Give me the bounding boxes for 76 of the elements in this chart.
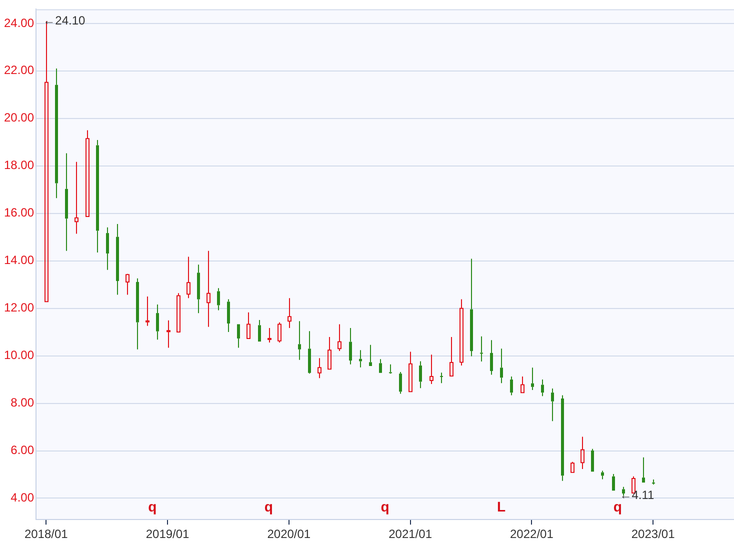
candlestick bbox=[197, 264, 200, 314]
y-tick-label: 22.00 bbox=[4, 63, 34, 78]
candlestick bbox=[258, 319, 261, 342]
candlestick bbox=[601, 470, 604, 480]
candlestick bbox=[349, 328, 352, 365]
candlestick bbox=[298, 320, 301, 360]
candlestick bbox=[520, 376, 524, 394]
candlestick bbox=[612, 474, 615, 491]
candlestick bbox=[136, 278, 139, 350]
y-tick-label: 14.00 bbox=[4, 253, 34, 268]
candlestick bbox=[490, 340, 493, 376]
annotation: q bbox=[613, 498, 622, 514]
candlestick bbox=[419, 360, 422, 389]
x-tick-label: 2023/01 bbox=[631, 527, 676, 542]
candlestick bbox=[96, 140, 99, 254]
candlestick bbox=[288, 298, 292, 329]
candlestick bbox=[227, 298, 230, 333]
candlestick bbox=[318, 358, 322, 379]
candlestick bbox=[166, 320, 170, 348]
candlestick bbox=[440, 372, 443, 384]
candlestick bbox=[642, 456, 645, 483]
x-tick-label: 2018/01 bbox=[24, 527, 68, 542]
x-tick-label: 2019/01 bbox=[146, 527, 190, 542]
annotation: L bbox=[497, 498, 506, 514]
candlestick bbox=[156, 304, 159, 340]
candlestick bbox=[359, 350, 362, 368]
candlestick bbox=[74, 161, 78, 234]
candlestick bbox=[430, 354, 434, 385]
candlestick bbox=[206, 250, 210, 328]
candlestick bbox=[408, 351, 412, 392]
candlestick bbox=[389, 364, 392, 374]
y-tick-label: 12.00 bbox=[4, 300, 34, 315]
candlestick bbox=[237, 324, 240, 348]
candlestick bbox=[551, 388, 554, 422]
candlestick bbox=[399, 371, 402, 394]
candlestick bbox=[146, 296, 150, 326]
candlestick bbox=[541, 379, 544, 397]
candlestick bbox=[116, 224, 119, 296]
candlestick bbox=[55, 68, 58, 199]
candlestick bbox=[480, 336, 483, 362]
y-tick-label: 16.00 bbox=[4, 206, 34, 220]
candlestick bbox=[470, 258, 473, 357]
x-tick-label: 2021/01 bbox=[388, 527, 432, 542]
candlestick bbox=[86, 130, 90, 217]
candlestick bbox=[268, 328, 272, 344]
x-tick-label: 2022/01 bbox=[510, 527, 554, 542]
y-tick-label: 24.00 bbox=[4, 16, 34, 30]
candlestick bbox=[369, 344, 372, 366]
annotation: q bbox=[148, 498, 157, 514]
y-tick-label: 18.00 bbox=[4, 158, 34, 172]
candlestick bbox=[328, 336, 332, 370]
candlestick bbox=[561, 394, 564, 482]
candlestick bbox=[500, 348, 503, 384]
y-tick-label: 20.00 bbox=[4, 110, 34, 125]
candlestick bbox=[450, 336, 454, 376]
candlestick bbox=[379, 358, 382, 373]
candlestick bbox=[106, 226, 109, 270]
y-tick-label: 10.00 bbox=[4, 348, 34, 362]
candlestick bbox=[186, 256, 190, 299]
candlestick bbox=[580, 436, 584, 470]
y-tick-label: 8.00 bbox=[10, 396, 34, 410]
candlestick bbox=[126, 274, 130, 296]
candlestick bbox=[338, 324, 342, 352]
candlestick bbox=[460, 298, 464, 366]
y-tick-label: 6.00 bbox=[10, 443, 34, 458]
annotation: ←24.10 bbox=[43, 13, 86, 28]
x-tick-label: 2020/01 bbox=[267, 527, 311, 542]
y-tick-label: 4.00 bbox=[10, 490, 34, 505]
annotation: q bbox=[380, 498, 390, 514]
annotation: q bbox=[264, 498, 273, 514]
candlestick bbox=[510, 376, 513, 396]
candlestick bbox=[246, 312, 250, 339]
annotation: ←4.11 bbox=[620, 488, 655, 502]
candlestick bbox=[531, 367, 534, 390]
candlestick bbox=[65, 152, 68, 252]
candlestick bbox=[217, 288, 220, 311]
